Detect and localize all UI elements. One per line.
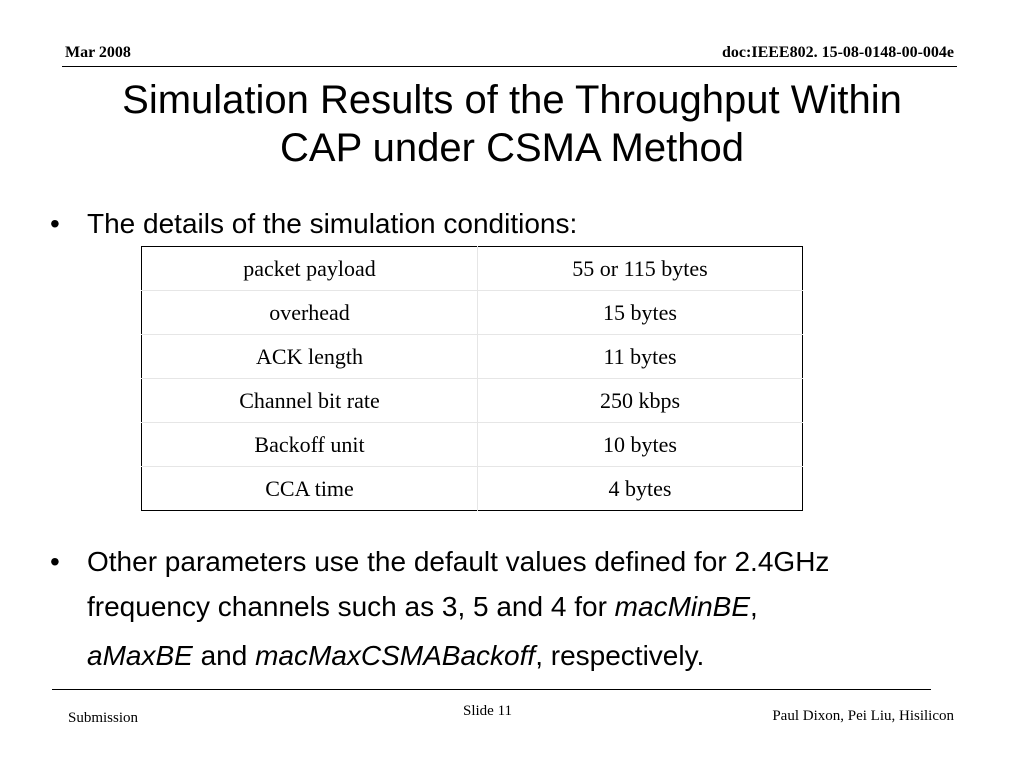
table-cell-value: 4 bytes xyxy=(477,466,803,511)
table-row: Channel bit rate 250 kbps xyxy=(141,378,803,423)
table-cell-value: 11 bytes xyxy=(477,334,803,379)
header-date: Mar 2008 xyxy=(65,44,131,61)
slide-title-line1: Simulation Results of the Throughput Wit… xyxy=(122,78,902,122)
bullet-line-2-prefix: frequency channels such as 3, 5 and 4 fo… xyxy=(87,591,615,622)
table-cell-value: 250 kbps xyxy=(477,378,803,423)
bullet-text: The details of the simulation conditions… xyxy=(87,208,578,239)
table-cell-value: 10 bytes xyxy=(477,422,803,467)
table-cell-parameter: Backoff unit xyxy=(141,422,478,467)
table-cell-parameter: overhead xyxy=(141,290,478,335)
bullet-line-3-end: , respectively. xyxy=(535,640,705,671)
footer-authors: Paul Dixon, Pei Liu, Hisilicon xyxy=(772,708,954,724)
header-divider xyxy=(62,66,957,67)
bullet-marker: • xyxy=(50,546,60,577)
term-macmaxcsmabackoff: macMaxCSMABackoff xyxy=(255,640,536,671)
table-cell-parameter: packet payload xyxy=(243,255,376,281)
bullet-simulation-conditions: • The details of the simulation conditio… xyxy=(50,201,950,246)
table-cell-value: 55 or 115 bytes xyxy=(477,246,803,291)
table-cell-parameter: Channel bit rate xyxy=(141,378,478,423)
term-amaxbe: aMaxBE xyxy=(87,640,193,671)
slide-title: Simulation Results of the Throughput Wit… xyxy=(40,76,984,172)
bullet-line-3: aMaxBE and macMaxCSMABackoff, respective… xyxy=(87,633,997,678)
bullet-line-2: frequency channels such as 3, 5 and 4 fo… xyxy=(87,584,997,629)
bullet-line-1: Other parameters use the default values … xyxy=(87,546,830,577)
footer-submission: Submission xyxy=(68,710,139,726)
header-doc-id: doc:IEEE802. 15-08-0148-00-004e xyxy=(722,44,954,61)
simulation-conditions-table: packet payload 55 or 115 bytes overhead … xyxy=(141,246,803,511)
table-row: packet payload 55 or 115 bytes xyxy=(142,246,803,291)
table-cell-parameter: CCA time xyxy=(141,466,478,511)
slide-title-line2: CAP under CSMA Method xyxy=(280,126,744,170)
table-cell-value: 15 bytes xyxy=(477,290,803,335)
footer-divider xyxy=(52,689,931,690)
footer-slide-number: Slide 11 xyxy=(463,703,513,719)
table-row: ACK length 11 bytes xyxy=(141,334,803,379)
term-macminbe: macMinBE xyxy=(614,591,751,622)
bullet-line-3-and: and xyxy=(192,640,256,671)
table-row: Backoff unit 10 bytes xyxy=(141,422,803,467)
bullet-default-parameters: • Other parameters use the default value… xyxy=(50,539,1000,679)
bullet-text: Other parameters use the default values … xyxy=(87,539,997,678)
bullet-line-2-suffix: , xyxy=(750,591,758,622)
table-cell-parameter: ACK length xyxy=(141,334,478,379)
bullet-marker: • xyxy=(50,208,60,239)
table-row: overhead 15 bytes xyxy=(141,290,803,335)
table-row: CCA time 4 bytes xyxy=(141,466,803,511)
